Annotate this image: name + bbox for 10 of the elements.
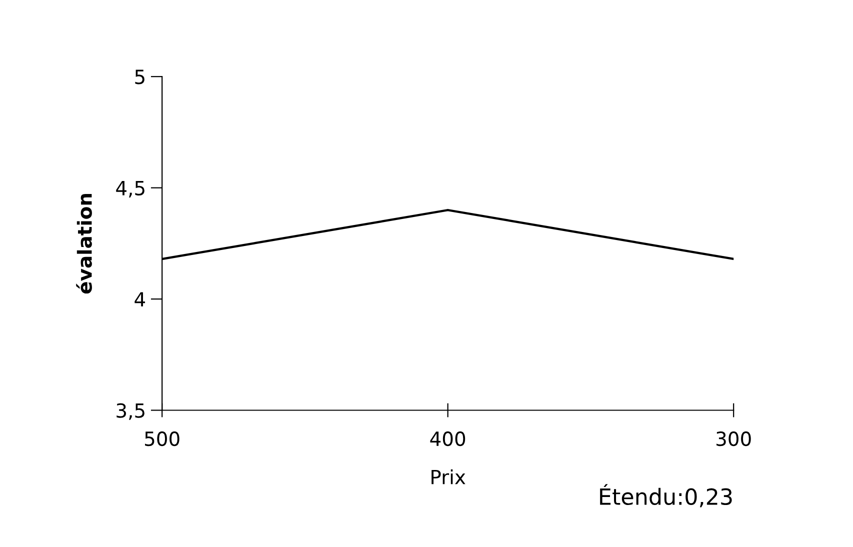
x-axis-title: Prix: [432, 469, 466, 484]
y-tick-label: 4,5: [116, 181, 144, 198]
y-tick-label: 5: [135, 70, 144, 84]
y-tick-label: 3,5: [116, 403, 144, 420]
x-tick-label: 400: [430, 431, 466, 446]
y-tick-label: 4: [134, 292, 146, 306]
x-tick-label: 500: [145, 431, 180, 446]
x-tick-label: 300: [716, 431, 751, 446]
text: Étendu:0,23: [600, 484, 732, 508]
y-axis-title: évalation: [76, 194, 92, 294]
